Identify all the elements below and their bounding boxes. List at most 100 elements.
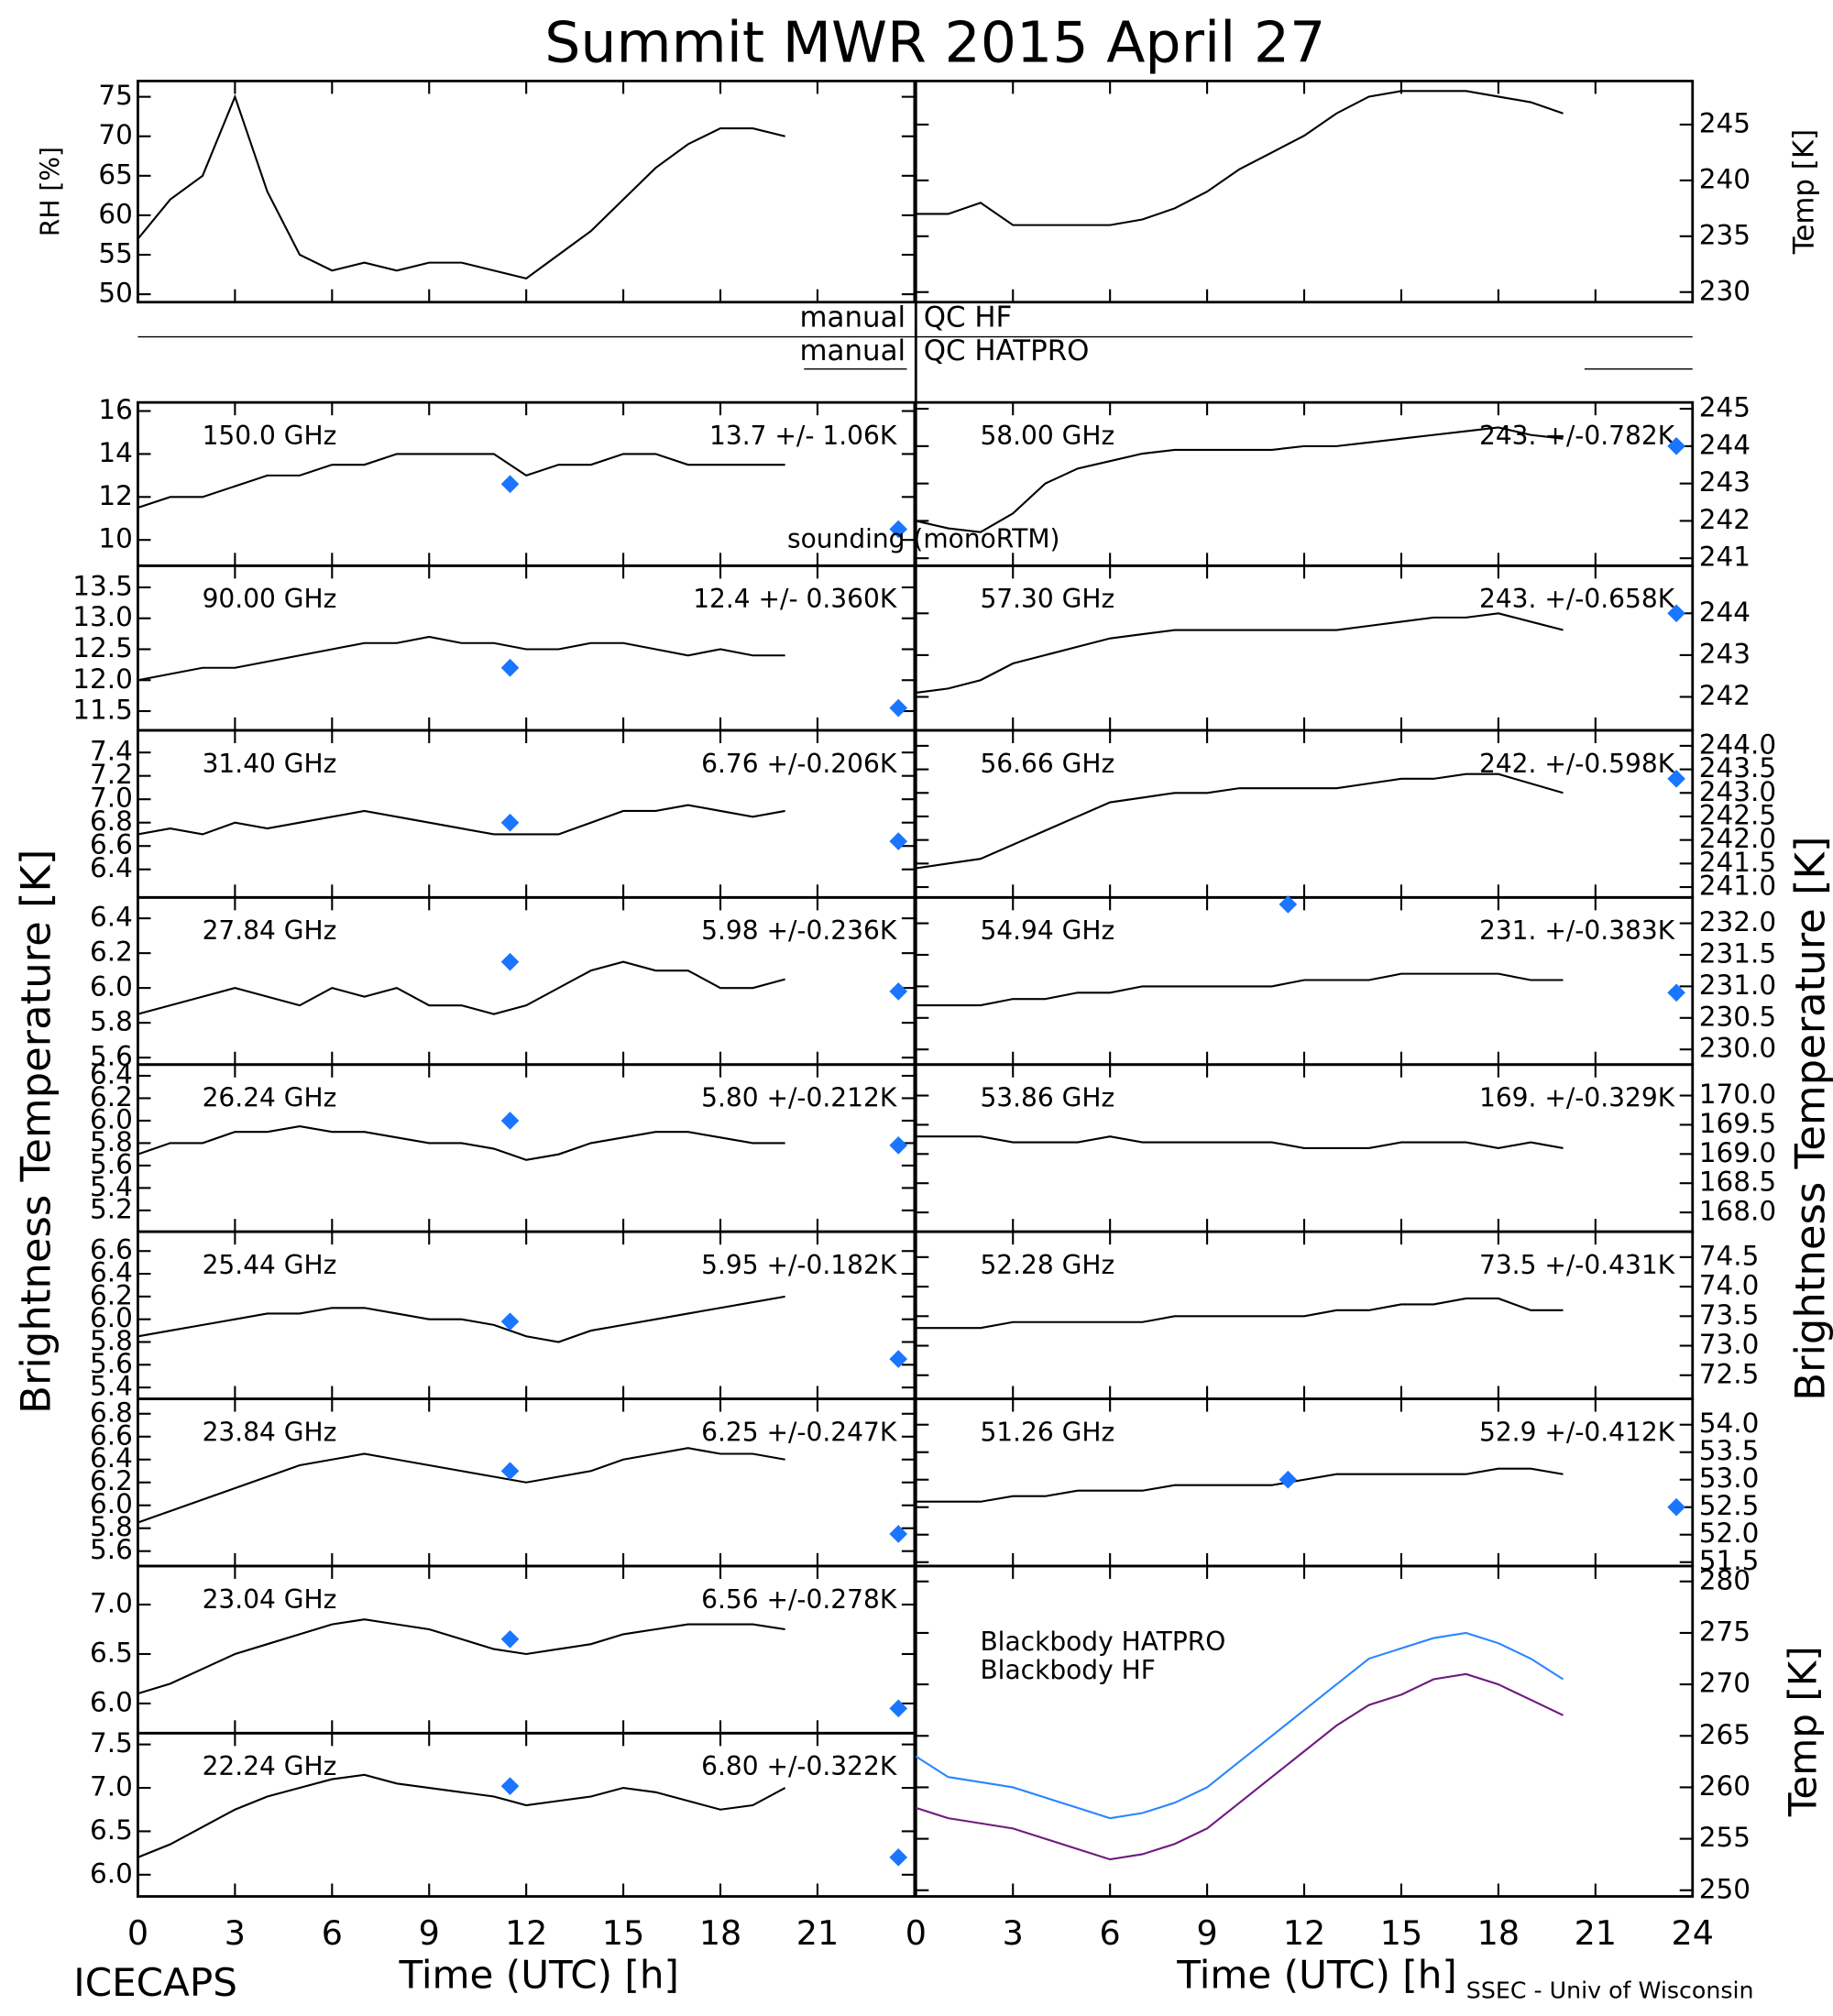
sounding-marker (889, 698, 908, 718)
y-tick-label: 50 (98, 278, 132, 309)
sounding-marker (500, 952, 520, 971)
data-line (916, 612, 1564, 694)
y-tick-label: 75 (98, 80, 132, 111)
x-tick-label: 18 (1477, 1913, 1520, 1953)
y-tick-label: 245 (1699, 107, 1751, 138)
data-line (916, 972, 1564, 1007)
stats-label: 52.9 +/-0.412K (1479, 1417, 1675, 1447)
footer-right: SSEC - Univ of Wisconsin (1466, 1977, 1754, 2003)
x-tick-label: 9 (419, 1913, 440, 1953)
y-tick-label: 6.5 (90, 1637, 133, 1668)
legend-entry: sounding (monoRTM) (787, 523, 1059, 553)
frequency-label: 31.40 GHz (203, 749, 337, 779)
y-tick-label: 52.5 (1699, 1490, 1760, 1521)
y-tick-label: 7.2 (90, 759, 133, 790)
frequency-label: 57.30 GHz (980, 584, 1114, 614)
y-tick-label: 74.0 (1699, 1270, 1760, 1301)
sounding-marker (889, 1525, 908, 1543)
y-tick-label: 13.5 (72, 570, 133, 601)
stats-label: 6.76 +/-0.206K (701, 749, 897, 779)
sounding-marker (889, 832, 908, 850)
y-tick-label: 230.5 (1699, 1001, 1776, 1032)
y-tick-label: 242.5 (1699, 799, 1776, 830)
frequency-label: 51.26 GHz (980, 1417, 1114, 1447)
y-tick-label: 6.6 (90, 1234, 133, 1265)
stats-label: 5.95 +/-0.182K (701, 1250, 897, 1280)
sounding-marker (889, 982, 908, 1001)
y-tick-label: 243 (1699, 638, 1751, 669)
stats-label: 169. +/-0.329K (1479, 1083, 1675, 1113)
x-tick-label: 21 (796, 1913, 839, 1953)
y-tick-label: 260 (1699, 1770, 1751, 1802)
y-tick-label: 70 (98, 119, 132, 150)
stats-label: 6.25 +/-0.247K (701, 1417, 897, 1447)
frequency-label: 58.00 GHz (980, 421, 1114, 451)
frequency-label: 25.44 GHz (203, 1250, 337, 1280)
sounding-marker (889, 1136, 908, 1155)
y-title-right: Brightness Temperature [K] (1786, 837, 1833, 1401)
y-tick-label: 53.5 (1699, 1435, 1760, 1466)
data-line (137, 1124, 785, 1161)
y-tick-label: 7.0 (90, 783, 133, 814)
stats-label: 12.4 +/- 0.360K (693, 584, 897, 614)
y-tick-label: 242 (1699, 680, 1751, 711)
y-tick-label: 242.0 (1699, 823, 1776, 854)
x-tick-label: 24 (1672, 1913, 1714, 1953)
y-tick-label: 7.0 (90, 1588, 133, 1619)
y-tick-label: 168.0 (1699, 1196, 1776, 1227)
y-title-left: Brightness Temperature [K] (11, 849, 60, 1414)
y-tick-label: 13.0 (72, 601, 133, 632)
y-tick-label: 5.6 (90, 1534, 133, 1565)
stats-label: 73.5 +/-0.431K (1479, 1250, 1675, 1280)
y-tick-label: 5.6 (90, 1041, 133, 1072)
y-axis-label: RH [%] (35, 147, 65, 236)
y-tick-label: 280 (1699, 1564, 1751, 1595)
y-tick-label: 231.5 (1699, 937, 1776, 969)
x-tick-label: 3 (1003, 1913, 1024, 1953)
data-line (137, 1773, 786, 1858)
y-tick-label: 6.5 (90, 1814, 133, 1846)
data-line (915, 1631, 1564, 1820)
data-line (137, 635, 785, 682)
y-tick-label: 6.2 (90, 1279, 133, 1310)
x-tick-label: 9 (1196, 1913, 1217, 1953)
stats-label: 242. +/-0.598K (1479, 749, 1675, 779)
x-tick-label: 0 (127, 1913, 148, 1953)
y-tick-label: 243 (1699, 466, 1751, 498)
y-tick-label: 53.0 (1699, 1463, 1760, 1494)
qc-name: QC HATPRO (924, 334, 1090, 367)
y-tick-label: 6.2 (90, 937, 133, 968)
data-line (916, 772, 1564, 870)
figure-title: Summit MWR 2015 April 27 (544, 10, 1325, 76)
y-tick-label: 250 (1699, 1873, 1751, 1904)
y-tick-label: 11.5 (72, 695, 133, 726)
frequency-label: 22.24 GHz (203, 1751, 337, 1781)
stats-label: 6.56 +/-0.278K (701, 1584, 897, 1615)
y-tick-label: 74.5 (1699, 1240, 1760, 1271)
y-tick-label: 243.0 (1699, 776, 1776, 807)
stats-label: 6.80 +/-0.322K (701, 1751, 897, 1781)
y-tick-label: 6.0 (90, 1103, 133, 1134)
sounding-marker (889, 1699, 908, 1718)
y-tick-label: 7.5 (90, 1727, 133, 1759)
y-tick-label: 6.6 (90, 1419, 133, 1451)
y-tick-label: 245 (1699, 392, 1751, 423)
y-tick-label: 6.4 (90, 852, 133, 883)
frequency-label: 150.0 GHz (203, 421, 337, 451)
qc-name: QC HF (924, 301, 1013, 334)
data-line (916, 1135, 1564, 1150)
y-tick-label: 241 (1699, 542, 1751, 573)
y-tick-label: 275 (1699, 1616, 1751, 1647)
x-tick-label: 12 (505, 1913, 547, 1953)
data-line (137, 1447, 785, 1524)
stats-label: 243. +/-0.782K (1479, 421, 1675, 451)
y-tick-label: 5.4 (90, 1371, 133, 1402)
x-tick-label: 18 (699, 1913, 741, 1953)
data-line (137, 960, 785, 1015)
frequency-label: 56.66 GHz (980, 749, 1114, 779)
data-line (137, 453, 785, 509)
data-line (137, 804, 785, 836)
y-tick-label: 240 (1699, 163, 1751, 194)
y-tick-label: 55 (98, 238, 132, 269)
y-tick-label: 6.0 (90, 1488, 133, 1519)
